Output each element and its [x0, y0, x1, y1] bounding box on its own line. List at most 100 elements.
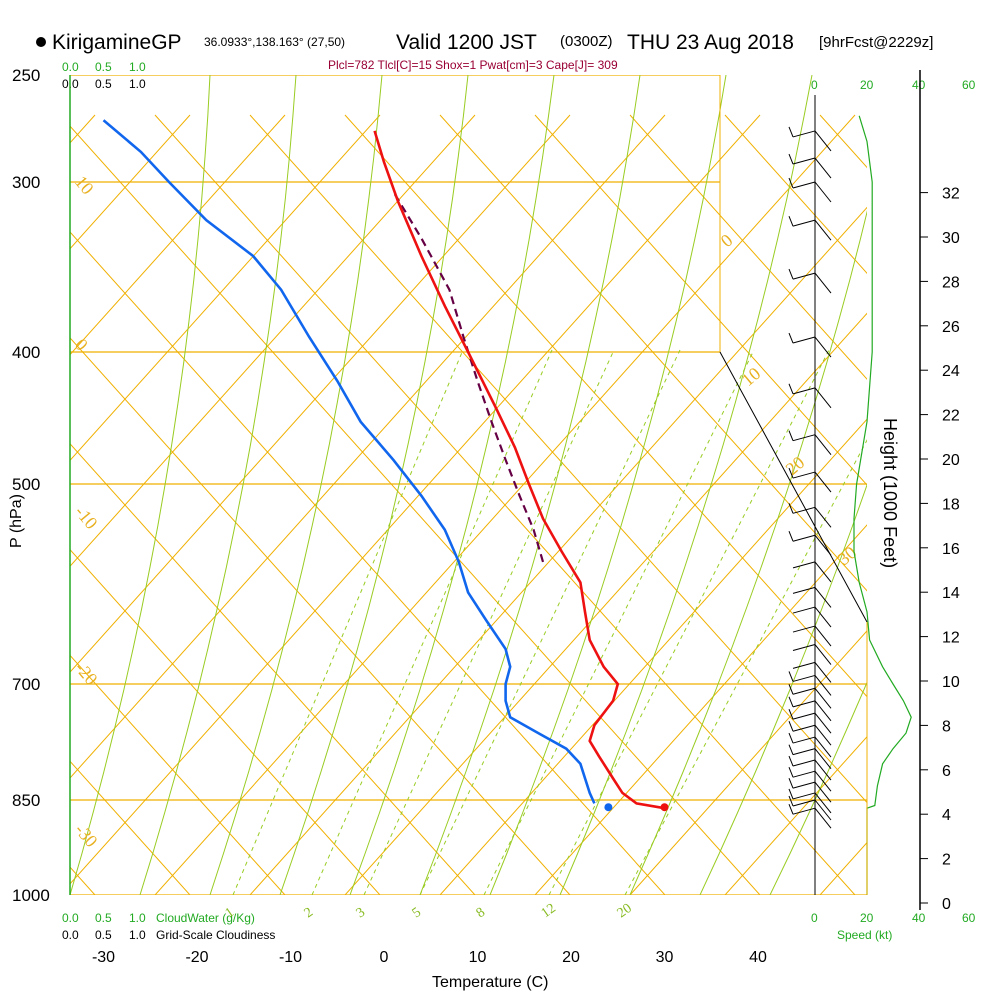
wind-barb [788, 755, 832, 781]
speed-scale-top-20: 20 [860, 78, 874, 92]
cloudwater-scale-bottom-0: 0.0 [62, 911, 79, 925]
height-tick-label: 8 [942, 718, 951, 735]
temperature-tick-label: -30 [92, 949, 115, 966]
wind-barb [788, 430, 832, 455]
mixing-ratio-label: 12 [539, 901, 559, 921]
wind-barb [788, 721, 832, 746]
dry-adiabat-line [70, 337, 571, 895]
isotherm-line [70, 114, 476, 568]
station-coords: 36.0933°,138.163° (27,50) [204, 35, 345, 49]
moist-adiabat-line [70, 75, 211, 895]
temperature-tick-label: 40 [749, 949, 767, 966]
speed-scale-bottom-60: 60 [962, 911, 976, 925]
speed-axis-label: Speed (kt) [837, 928, 892, 942]
moist-adiabat-line [349, 75, 555, 895]
cloudwater-label: CloudWater (g/Kg) [156, 911, 255, 925]
moist-adiabat-line [769, 681, 867, 895]
temperature-profile-line [373, 130, 665, 810]
height-tick-label: 32 [942, 186, 960, 203]
wind-barb [788, 383, 832, 409]
cloudiness-scale-top-1: 1.0 [129, 77, 146, 91]
wind-barb [788, 503, 832, 528]
moist-adiabat-line [209, 75, 383, 895]
height-tick-label: 6 [942, 763, 951, 780]
height-axis-title: Height (1000 Feet) [880, 418, 900, 568]
height-tick-label: 26 [942, 319, 960, 336]
pressure-tick-label: 300 [12, 173, 40, 192]
wind-barb [788, 696, 832, 722]
theta-label: -30 [71, 820, 102, 851]
temperature-tick-label: 20 [562, 949, 580, 966]
mixing-ratio-label: 2 [302, 905, 316, 921]
height-tick-label: 10 [942, 674, 960, 691]
axes: 0246810121416182022242628303225030040050… [12, 66, 960, 966]
cloudwater-scale-bottom-05: 0.5 [95, 911, 112, 925]
wind-barb [788, 153, 832, 179]
mixing-ratio-line [232, 349, 464, 895]
height-tick-label: 16 [942, 541, 960, 558]
mixing-ratio-label: 8 [474, 905, 488, 921]
speed-scale-top-0: 0 [811, 78, 818, 92]
wind-barb [788, 215, 832, 241]
y-axis-title: P (hPa) [8, 494, 25, 548]
height-tick-label: 2 [942, 852, 951, 869]
wind-barb [788, 788, 832, 814]
speed-scale-bottom-20: 20 [860, 911, 874, 925]
wind-barb [788, 684, 832, 709]
parcel-profile-line [392, 191, 545, 563]
dry-adiabat-line [534, 114, 867, 486]
temperature-tick-label: 10 [469, 949, 487, 966]
mixing-ratio-line [419, 349, 681, 895]
mixing-ratio-line [483, 349, 755, 895]
dry-adiabat-line [629, 114, 867, 380]
utc-time: (0300Z) [560, 33, 613, 50]
dry-adiabat-line [70, 548, 381, 895]
cloudwater-scale-top-1: 1.0 [129, 60, 146, 74]
height-tick-label: 30 [942, 230, 960, 247]
isotherm-line [70, 114, 666, 779]
wind-barb [788, 126, 832, 152]
pressure-tick-label: 850 [12, 791, 40, 810]
dry-adiabat-line [70, 125, 761, 895]
isotherm-line [724, 736, 867, 895]
dry-adiabat-line [70, 760, 191, 895]
cloudiness-scale-bottom-1: 1.0 [129, 928, 146, 942]
height-tick-label: 0 [942, 896, 951, 913]
theta-label: -10 [71, 502, 102, 533]
wind-barb [788, 767, 832, 792]
valid-date: THU 23 Aug 2018 [627, 31, 794, 54]
height-tick-label: 12 [942, 630, 960, 647]
wind-barb [792, 661, 832, 683]
moist-adiabat-line [629, 210, 867, 895]
isotherm-line [70, 114, 191, 250]
cloudiness-scale-top-05: 0.5 [95, 77, 112, 91]
cloudiness-label: Grid-Scale Cloudiness [156, 928, 275, 942]
cloudwater-scale-bottom-1: 1.0 [129, 911, 146, 925]
dry-adiabat-line [724, 114, 867, 274]
dry-adiabat-line [70, 654, 286, 895]
tropopause-edge-line [719, 351, 868, 623]
dry-adiabat-line [249, 114, 867, 804]
height-tick-label: 22 [942, 408, 960, 425]
isotherm-line [344, 312, 867, 895]
dry-adiabat-line [70, 442, 476, 895]
mixing-ratio-line [624, 439, 867, 895]
x-axis-title: Temperature (C) [432, 974, 548, 991]
isotherm-line [819, 841, 867, 895]
speed-scale-bottom-40: 40 [912, 911, 926, 925]
mixing-ratio-label: 3 [354, 905, 368, 921]
forecast-info: [9hrFcst@2229z] [819, 34, 933, 51]
isotherm-line [70, 114, 381, 462]
profiles [102, 115, 912, 895]
wind-barb [788, 732, 832, 758]
stability-indices: Plcl=782 Tlcl[C]=15 Shox=1 Pwat[cm]=3 Ca… [328, 58, 618, 72]
mixing-ratio-label: 20 [615, 901, 635, 921]
isotherm-line [629, 630, 867, 895]
station-marker-dot [36, 37, 46, 47]
wind-barb [788, 795, 832, 821]
wind-barb [792, 644, 832, 665]
wind-barb [788, 777, 832, 803]
height-tick-label: 18 [942, 496, 960, 513]
wind-barb [788, 708, 832, 734]
dry-adiabat-line [70, 231, 666, 895]
